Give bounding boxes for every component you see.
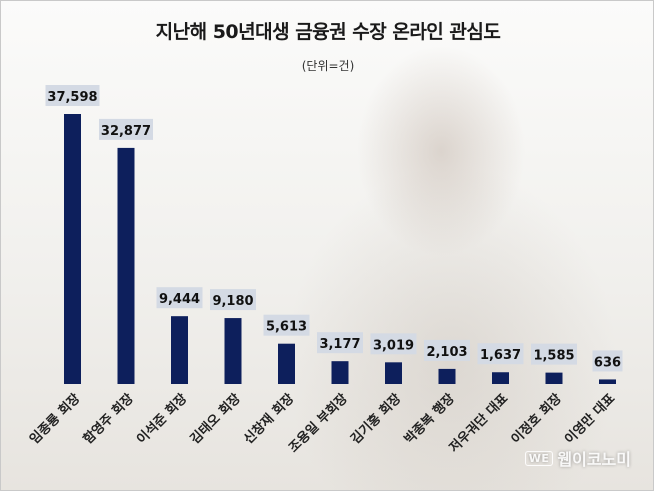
watermark-logo: WE: [524, 450, 554, 466]
watermark-text: 웹이코노미: [557, 450, 631, 469]
category-label-8: 박종복 행장: [401, 390, 458, 447]
value-label-1: 37,598: [47, 90, 97, 105]
bar-7: [385, 362, 402, 384]
category-label-5: 신창재 회장: [241, 390, 298, 447]
value-label-bg-7: [370, 333, 417, 355]
category-label-7: 김기홍 회장: [348, 390, 405, 447]
value-label-6: 3,177: [319, 337, 360, 352]
bar-8: [438, 368, 456, 384]
watermark: WE 웹이코노미: [524, 446, 631, 470]
value-label-2: 32,877: [101, 124, 151, 139]
value-label-bg-8: [424, 339, 470, 361]
value-label-bg-6: [317, 332, 363, 354]
bar-1: [64, 114, 81, 384]
value-label-bg-11: [592, 350, 623, 372]
bar-10: [545, 372, 563, 384]
bar-11: [599, 379, 616, 384]
category-label-3: 이석준 회장: [134, 390, 191, 447]
bar-2: [117, 147, 135, 384]
value-label-7: 3,019: [373, 338, 414, 353]
value-label-4: 9,180: [212, 294, 253, 309]
value-label-bg-2: [99, 118, 153, 140]
value-label-9: 1,637: [480, 348, 521, 363]
unit-note: (단위=건): [301, 59, 355, 73]
value-label-10: 1,585: [533, 349, 574, 364]
value-label-bg-1: [45, 85, 100, 106]
value-label-8: 2,103: [426, 345, 467, 360]
category-label-4: 김태오 회장: [187, 390, 244, 447]
bar-6: [331, 361, 349, 384]
bar-3: [171, 316, 188, 384]
value-label-bg-10: [531, 343, 577, 365]
value-label-5: 5,613: [266, 320, 307, 335]
category-label-1: 임종룡 회장: [27, 390, 84, 447]
value-label-bg-3: [156, 287, 203, 309]
value-label-bg-5: [263, 314, 310, 336]
value-label-bg-4: [210, 289, 256, 311]
value-label-11: 636: [594, 355, 621, 370]
value-label-3: 9,444: [159, 292, 200, 307]
bar-5: [278, 343, 295, 384]
category-label-10: 이정호 회장: [508, 390, 565, 447]
bar-4: [224, 318, 242, 384]
chart-title: 지난해 50년대생 금융권 수장 온라인 관심도: [155, 21, 501, 43]
category-label-2: 함영주 회장: [80, 390, 137, 447]
bar-9: [492, 372, 509, 384]
category-label-11: 이영만 대표: [562, 390, 619, 447]
value-label-bg-9: [477, 343, 524, 365]
